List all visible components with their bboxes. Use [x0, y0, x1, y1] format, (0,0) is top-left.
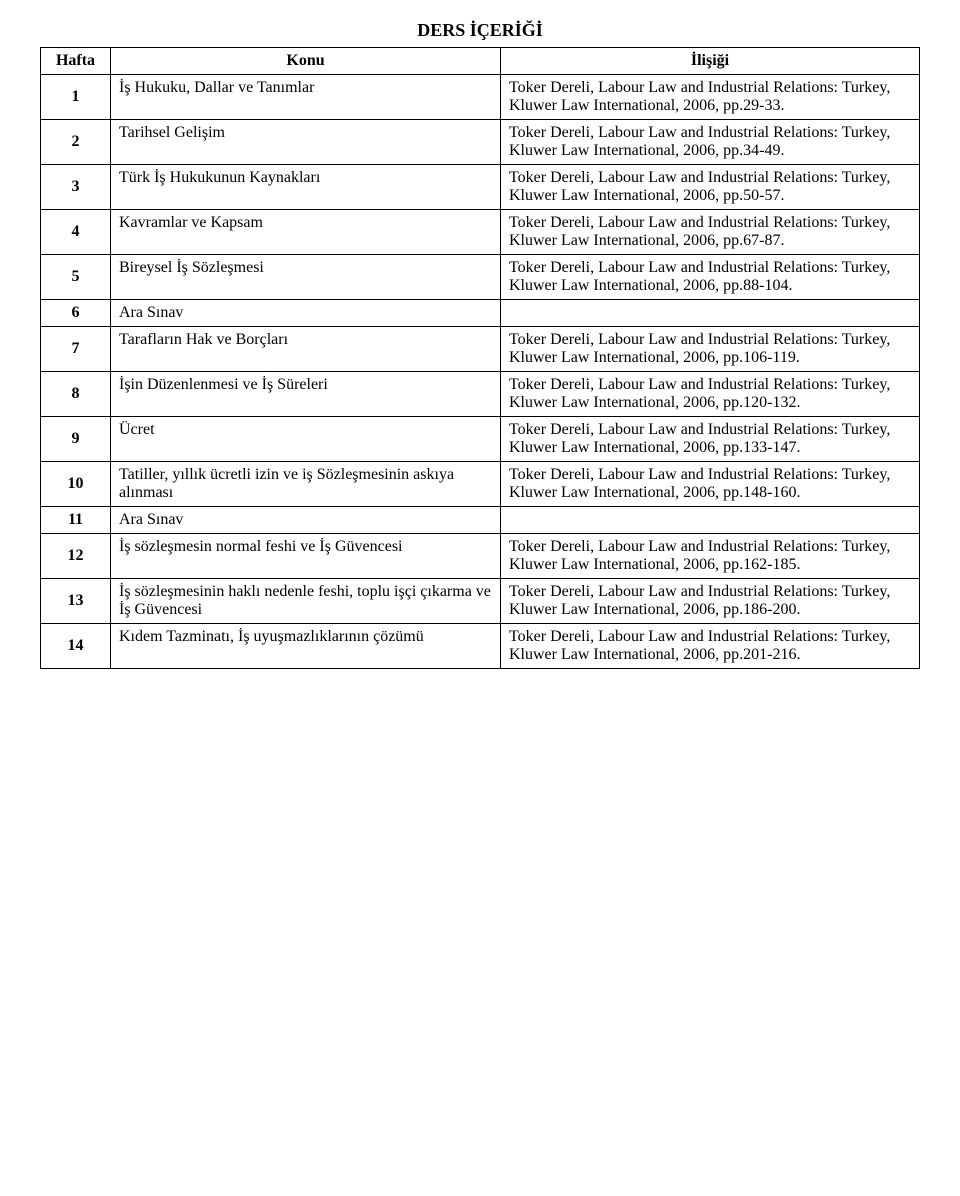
week-cell: 5: [41, 255, 111, 300]
topic-cell: Ara Sınav: [111, 300, 501, 327]
topic-cell: İşin Düzenlenmesi ve İş Süreleri: [111, 372, 501, 417]
table-row: 6 Ara Sınav: [41, 300, 920, 327]
week-cell: 8: [41, 372, 111, 417]
relation-cell: Toker Dereli, Labour Law and Industrial …: [501, 372, 920, 417]
week-cell: 3: [41, 165, 111, 210]
table-row: 5 Bireysel İş Sözleşmesi Toker Dereli, L…: [41, 255, 920, 300]
table-row: 9 Ücret Toker Dereli, Labour Law and Ind…: [41, 417, 920, 462]
table-row: 7 Tarafların Hak ve Borçları Toker Derel…: [41, 327, 920, 372]
header-week: Hafta: [41, 48, 111, 75]
table-header-row: Hafta Konu İlişiği: [41, 48, 920, 75]
relation-cell: [501, 507, 920, 534]
relation-cell: Toker Dereli, Labour Law and Industrial …: [501, 624, 920, 669]
table-row: 3 Türk İş Hukukunun Kaynakları Toker Der…: [41, 165, 920, 210]
relation-cell: Toker Dereli, Labour Law and Industrial …: [501, 165, 920, 210]
week-cell: 1: [41, 75, 111, 120]
topic-cell: İş sözleşmesinin haklı nedenle feshi, to…: [111, 579, 501, 624]
table-row: 14 Kıdem Tazminatı, İş uyuşmazlıklarının…: [41, 624, 920, 669]
relation-cell: [501, 300, 920, 327]
relation-cell: Toker Dereli, Labour Law and Industrial …: [501, 210, 920, 255]
week-cell: 4: [41, 210, 111, 255]
table-row: 12 İş sözleşmesin normal feshi ve İş Güv…: [41, 534, 920, 579]
topic-cell: İş Hukuku, Dallar ve Tanımlar: [111, 75, 501, 120]
topic-cell: Ücret: [111, 417, 501, 462]
week-cell: 9: [41, 417, 111, 462]
topic-cell: Tarafların Hak ve Borçları: [111, 327, 501, 372]
table-row: 10 Tatiller, yıllık ücretli izin ve iş S…: [41, 462, 920, 507]
week-cell: 12: [41, 534, 111, 579]
week-cell: 10: [41, 462, 111, 507]
table-row: 11 Ara Sınav: [41, 507, 920, 534]
topic-cell: Bireysel İş Sözleşmesi: [111, 255, 501, 300]
relation-cell: Toker Dereli, Labour Law and Industrial …: [501, 579, 920, 624]
table-row: 4 Kavramlar ve Kapsam Toker Dereli, Labo…: [41, 210, 920, 255]
topic-cell: Kavramlar ve Kapsam: [111, 210, 501, 255]
page-title: DERS İÇERİĞİ: [40, 20, 920, 41]
relation-cell: Toker Dereli, Labour Law and Industrial …: [501, 120, 920, 165]
relation-cell: Toker Dereli, Labour Law and Industrial …: [501, 75, 920, 120]
week-cell: 6: [41, 300, 111, 327]
table-row: 8 İşin Düzenlenmesi ve İş Süreleri Toker…: [41, 372, 920, 417]
week-cell: 2: [41, 120, 111, 165]
course-content-table: Hafta Konu İlişiği 1 İş Hukuku, Dallar v…: [40, 47, 920, 669]
relation-cell: Toker Dereli, Labour Law and Industrial …: [501, 462, 920, 507]
topic-cell: Tatiller, yıllık ücretli izin ve iş Sözl…: [111, 462, 501, 507]
topic-cell: İş sözleşmesin normal feshi ve İş Güvenc…: [111, 534, 501, 579]
relation-cell: Toker Dereli, Labour Law and Industrial …: [501, 534, 920, 579]
week-cell: 11: [41, 507, 111, 534]
relation-cell: Toker Dereli, Labour Law and Industrial …: [501, 327, 920, 372]
week-cell: 7: [41, 327, 111, 372]
topic-cell: Kıdem Tazminatı, İş uyuşmazlıklarının çö…: [111, 624, 501, 669]
topic-cell: Ara Sınav: [111, 507, 501, 534]
table-row: 1 İş Hukuku, Dallar ve Tanımlar Toker De…: [41, 75, 920, 120]
week-cell: 13: [41, 579, 111, 624]
relation-cell: Toker Dereli, Labour Law and Industrial …: [501, 417, 920, 462]
topic-cell: Tarihsel Gelişim: [111, 120, 501, 165]
table-row: 13 İş sözleşmesinin haklı nedenle feshi,…: [41, 579, 920, 624]
week-cell: 14: [41, 624, 111, 669]
header-relation: İlişiği: [501, 48, 920, 75]
relation-cell: Toker Dereli, Labour Law and Industrial …: [501, 255, 920, 300]
header-topic: Konu: [111, 48, 501, 75]
topic-cell: Türk İş Hukukunun Kaynakları: [111, 165, 501, 210]
table-row: 2 Tarihsel Gelişim Toker Dereli, Labour …: [41, 120, 920, 165]
